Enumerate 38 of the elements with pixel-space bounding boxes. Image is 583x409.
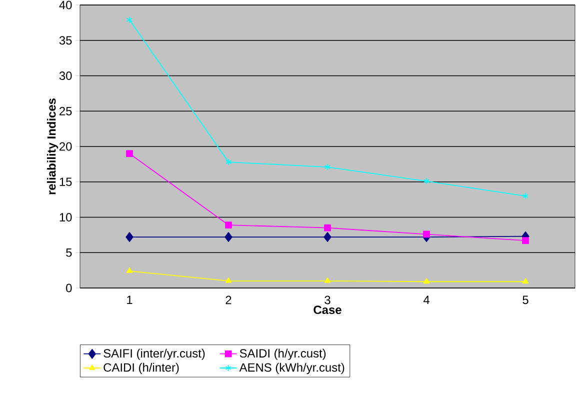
y-tick-label: 10: [60, 213, 72, 222]
point: [225, 222, 232, 228]
y-tick-label: 35: [59, 36, 72, 45]
point: [324, 232, 332, 242]
point: [522, 237, 529, 244]
point: [324, 164, 331, 170]
legend-label: AENS (kWh/yr.cust): [239, 362, 344, 374]
y-tick-label: 0: [66, 284, 72, 292]
x-tick-label: 3: [324, 296, 330, 304]
point: [423, 178, 430, 185]
y-tick-label: 20: [60, 142, 72, 151]
point: [126, 268, 133, 273]
point: [423, 278, 430, 284]
point: [324, 277, 331, 283]
point: [225, 158, 232, 166]
legend-label: SAIDI (h/yr.cust): [240, 348, 326, 360]
point: [126, 150, 133, 158]
y-tick-label: 40: [59, 0, 72, 10]
x-tick-label: 5: [522, 296, 528, 304]
y-tick-label: 30: [59, 72, 72, 80]
point: [126, 232, 134, 242]
point: [423, 230, 430, 238]
legend-label: CAIDI (h/inter): [104, 362, 179, 374]
y-axis-title: reliability Indices: [46, 98, 58, 194]
x-tick-label: 4: [423, 296, 430, 304]
x-tick-label: 1: [127, 296, 132, 304]
y-tick-label: 15: [60, 178, 72, 186]
y-tick-label: 5: [66, 248, 72, 257]
point: [324, 224, 331, 232]
point: [225, 277, 232, 283]
legend-label: SAIFI (inter/yr.cust): [104, 348, 205, 360]
point: [224, 232, 232, 242]
x-axis-title: Case: [314, 306, 342, 314]
point: [522, 192, 529, 200]
point: [522, 278, 529, 284]
point: [126, 16, 133, 24]
y-tick-label: 25: [60, 106, 72, 116]
x-tick-label: 2: [226, 296, 232, 304]
